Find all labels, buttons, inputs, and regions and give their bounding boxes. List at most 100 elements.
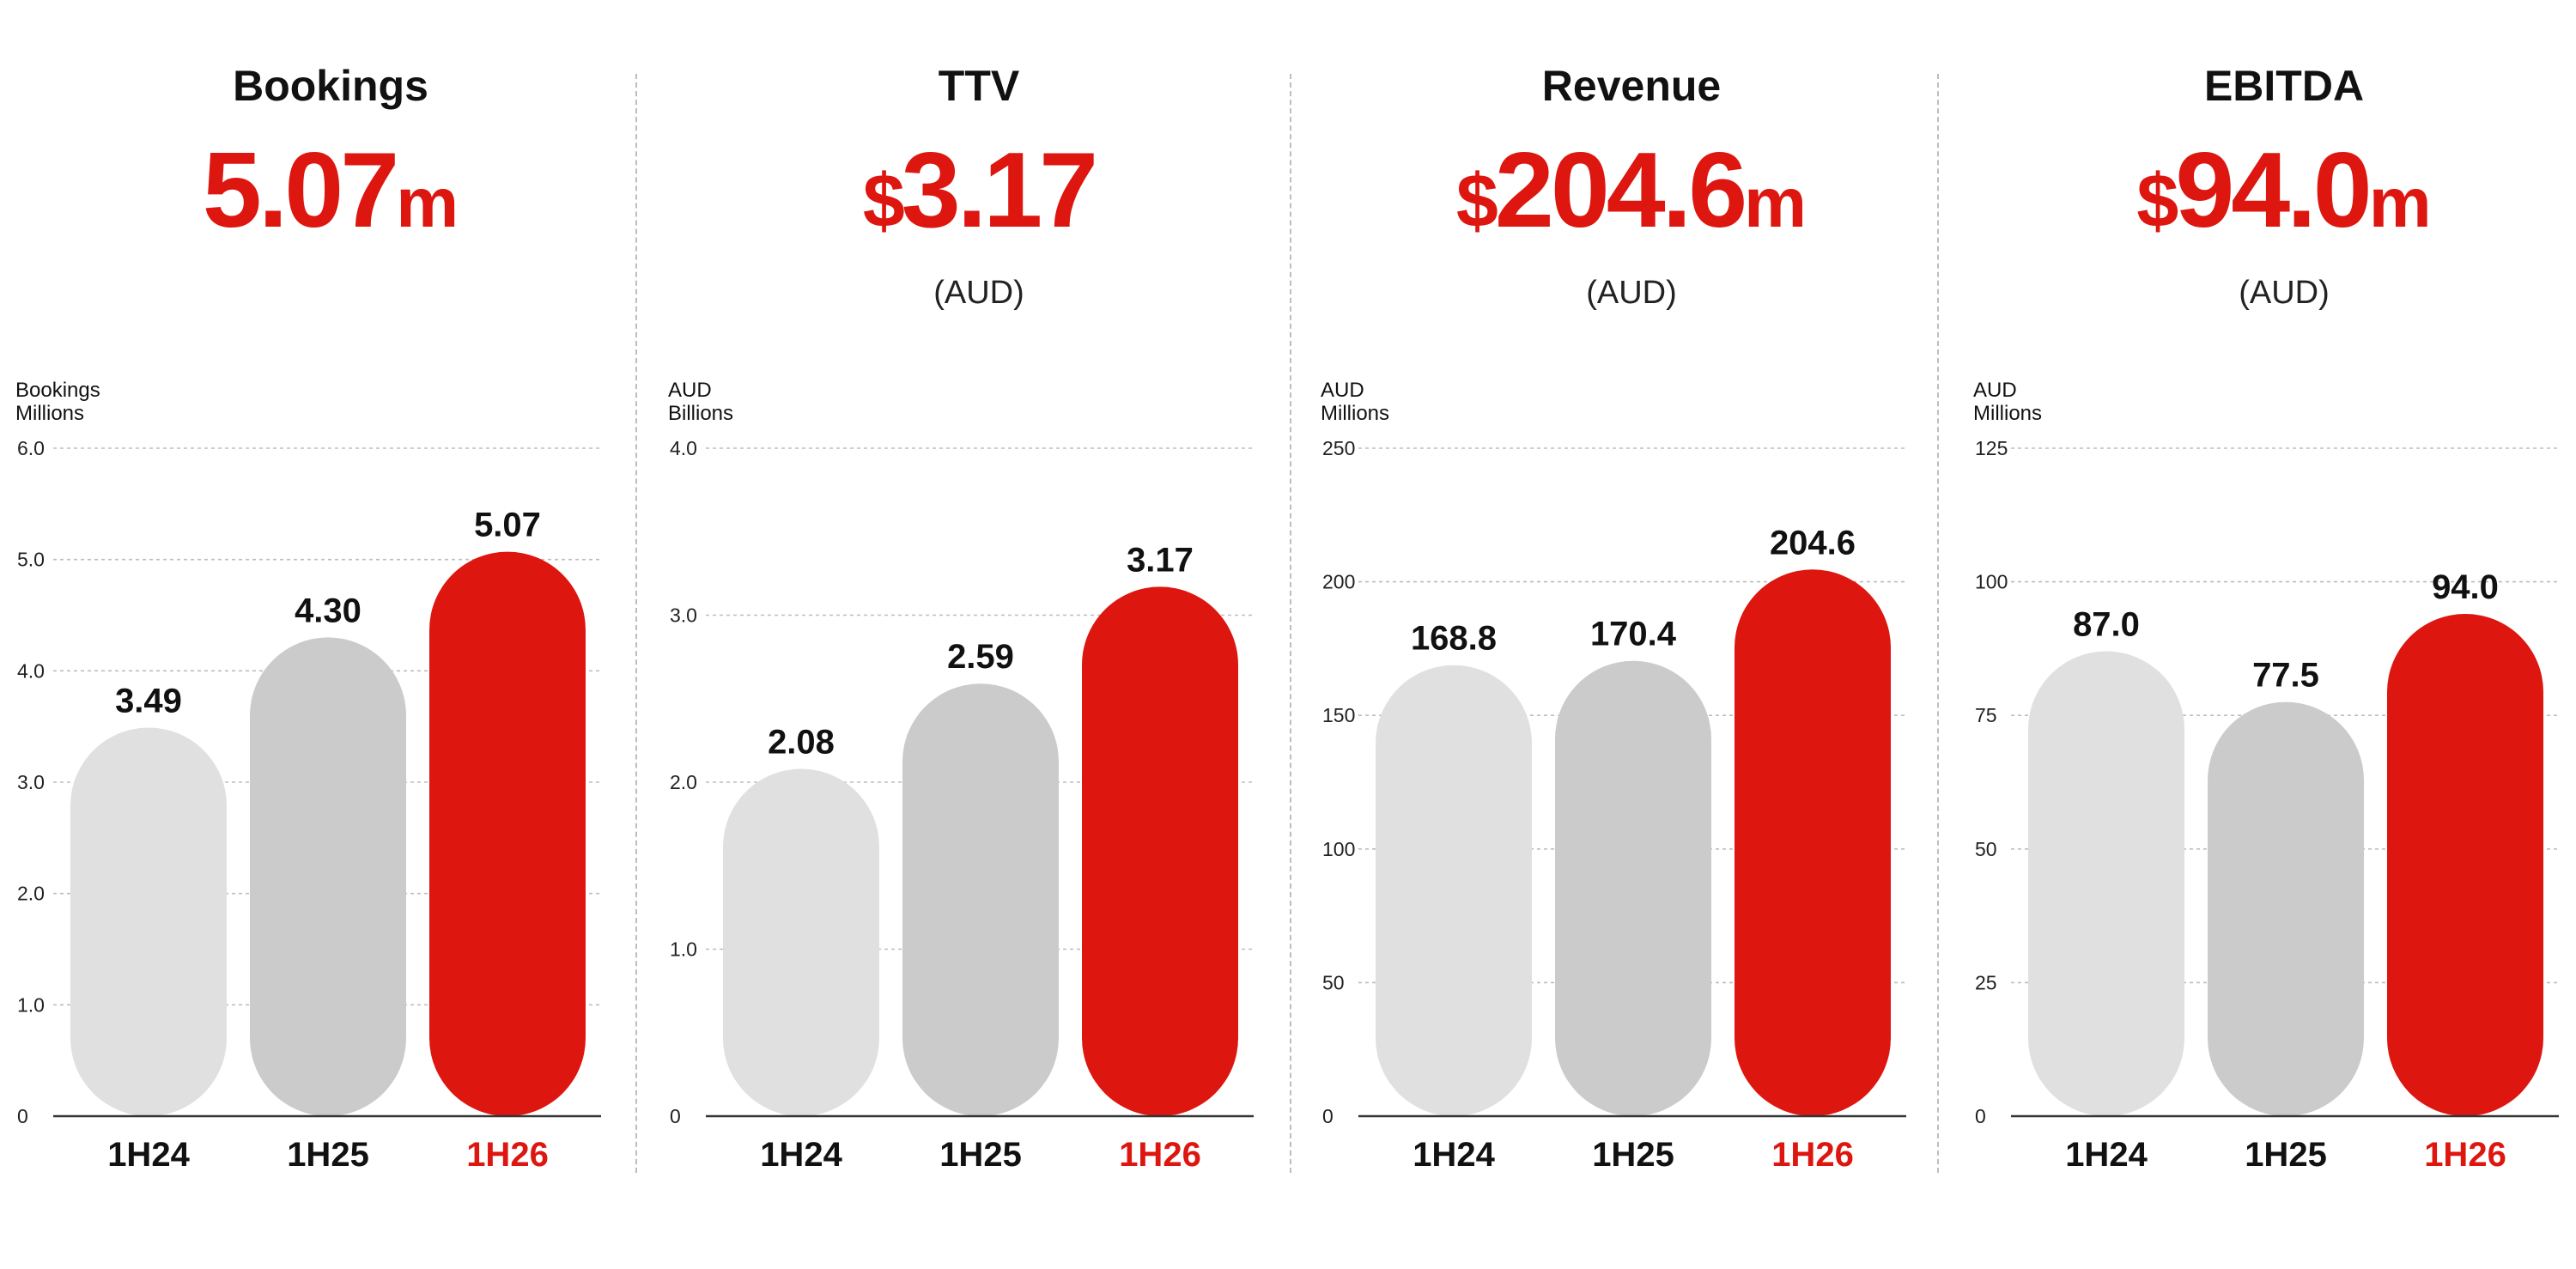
y-tick-label: 50 [1975,838,1997,860]
headline-prefix: $ [1455,158,1498,243]
panel-revenue: Revenue $204.6m (AUD) AUD Millions 0 50 100 1… [1305,0,1958,1269]
y-tick-label: 0 [1322,1105,1334,1127]
headline-number: 204.6 [1494,131,1747,250]
y-tick-label: 250 [1322,437,1355,459]
headline-value: $204.6m [1305,137,1958,244]
y-tick-label: 4.0 [670,437,697,459]
data-label: 3.17 [1127,541,1194,579]
x-tick-label: 1H24 [2065,1136,2148,1174]
headline-unit: (AUD) [2239,275,2330,311]
bar-1h24 [70,727,227,1116]
x-tick-label: 1H25 [2245,1136,2327,1174]
data-label: 4.30 [295,592,361,629]
axis-label: AUD [668,379,712,402]
axis-label: Millions [1321,402,1389,425]
y-tick-label: 0 [670,1105,681,1127]
y-tick-label: 1.0 [670,938,697,961]
x-tick-label: 1H25 [287,1136,369,1174]
y-tick-label: 25 [1975,971,1997,993]
headline-unit: (AUD) [1586,275,1677,311]
y-tick-label: 2.0 [17,883,45,905]
y-tick-label: 200 [1322,571,1355,593]
y-tick-label: 3.0 [670,604,697,627]
bar-1h25 [902,683,1059,1116]
axis-label: AUD [1973,379,2017,402]
x-tick-label: 1H24 [760,1136,842,1174]
x-tick-label: 1H26 [2424,1136,2506,1174]
headline-value: 5.07m [0,137,661,244]
y-tick-label: 5.0 [17,549,45,571]
y-tick-label: 2.0 [670,771,697,793]
x-tick-label: 1H24 [107,1136,190,1174]
y-tick-label: 3.0 [17,771,45,793]
headline-number: 5.07 [202,131,399,250]
bar-1h24 [723,768,879,1116]
bar-1h26 [1082,586,1238,1116]
data-label: 77.5 [2252,657,2319,695]
bar-1h24 [2028,651,2184,1116]
x-tick-label: 1H25 [939,1136,1022,1174]
bar-1h26 [1735,569,1891,1116]
x-tick-label: 1H26 [466,1136,549,1174]
data-label: 2.08 [768,723,835,761]
panel-divider [1937,74,1939,1173]
data-label: 87.0 [2073,606,2140,644]
panel-divider [635,74,637,1173]
axis-label: Billions [668,402,733,425]
x-tick-label: 1H25 [1592,1136,1674,1174]
bar-1h25 [1555,660,1711,1116]
headline-unit: (AUD) [933,275,1024,311]
headline-suffix: m [2368,164,2432,242]
bar-1h25 [2208,701,2364,1116]
panel-bookings: Bookings 5.07m Bookings Millions 0 1.0 2.0 3.… [0,0,661,1269]
headline-value: $94.0m [1958,137,2576,244]
panel-title: Bookings [233,62,428,110]
headline-suffix: m [396,164,459,242]
headline-number: 3.17 [901,131,1098,250]
headline-value: $3.17 [653,137,1305,244]
headline-prefix: $ [862,158,905,243]
data-label: 168.8 [1411,620,1497,658]
y-tick-label: 50 [1322,971,1345,993]
bar-1h26 [429,551,586,1116]
y-tick-label: 0 [17,1105,28,1127]
axis-label: AUD [1321,379,1364,402]
x-tick-label: 1H26 [1771,1136,1854,1174]
panel-ebitda: EBITDA $94.0m (AUD) AUD Millions 0 25 50 75 10… [1958,0,2576,1269]
y-tick-label: 100 [1975,571,2008,593]
axis-label: Millions [1973,402,2042,425]
x-tick-label: 1H24 [1413,1136,1495,1174]
data-label: 94.0 [2432,568,2499,606]
data-label: 2.59 [947,638,1014,676]
panel-title: EBITDA [2203,62,2365,110]
y-tick-label: 0 [1975,1105,1986,1127]
bar-1h24 [1376,665,1532,1116]
y-tick-label: 75 [1975,704,1997,726]
bar-1h26 [2387,613,2543,1116]
y-tick-label: 6.0 [17,437,45,459]
headline-prefix: $ [2136,158,2178,243]
headline-number: 94.0 [2175,131,2372,250]
bar-1h25 [250,637,406,1116]
axis-label: Bookings [15,379,100,402]
panel-title: Revenue [1541,62,1722,110]
data-label: 3.49 [115,682,182,720]
y-tick-label: 1.0 [17,993,45,1016]
data-label: 204.6 [1770,524,1856,562]
y-tick-label: 150 [1322,704,1355,726]
data-label: 170.4 [1590,616,1677,653]
data-label: 5.07 [474,507,541,544]
panel-divider [1290,74,1291,1173]
panel-ttv: TTV $3.17 (AUD) AUD Billions 0 1.0 2.0 3.0 4.0… [653,0,1305,1269]
x-tick-label: 1H26 [1119,1136,1201,1174]
y-tick-label: 125 [1975,437,2008,459]
panel-title: TTV [938,62,1020,110]
headline-suffix: m [1744,164,1807,242]
axis-label: Millions [15,402,84,425]
y-tick-label: 4.0 [17,659,45,682]
y-tick-label: 100 [1322,838,1355,860]
